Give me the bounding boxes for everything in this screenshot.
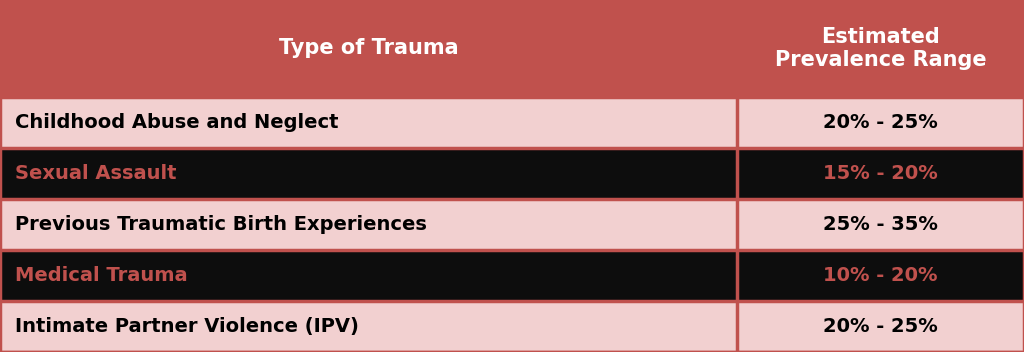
Bar	[0, 97, 1024, 148]
Text: Previous Traumatic Birth Experiences: Previous Traumatic Birth Experiences	[15, 215, 427, 234]
Text: 20% - 25%: 20% - 25%	[823, 113, 938, 132]
Bar	[0, 250, 1024, 301]
Text: Intimate Partner Violence (IPV): Intimate Partner Violence (IPV)	[15, 317, 359, 336]
Bar	[0, 0, 1024, 97]
Bar	[0, 301, 1024, 352]
Text: 15% - 20%: 15% - 20%	[823, 164, 938, 183]
Text: Childhood Abuse and Neglect: Childhood Abuse and Neglect	[15, 113, 339, 132]
Text: Sexual Assault: Sexual Assault	[15, 164, 177, 183]
Text: 20% - 25%: 20% - 25%	[823, 317, 938, 336]
Text: 10% - 20%: 10% - 20%	[823, 266, 938, 285]
Text: 25% - 35%: 25% - 35%	[823, 215, 938, 234]
Text: Type of Trauma: Type of Trauma	[279, 38, 459, 58]
Text: Medical Trauma: Medical Trauma	[15, 266, 188, 285]
Text: Estimated
Prevalence Range: Estimated Prevalence Range	[775, 27, 986, 70]
Bar	[0, 148, 1024, 199]
Bar	[0, 199, 1024, 250]
